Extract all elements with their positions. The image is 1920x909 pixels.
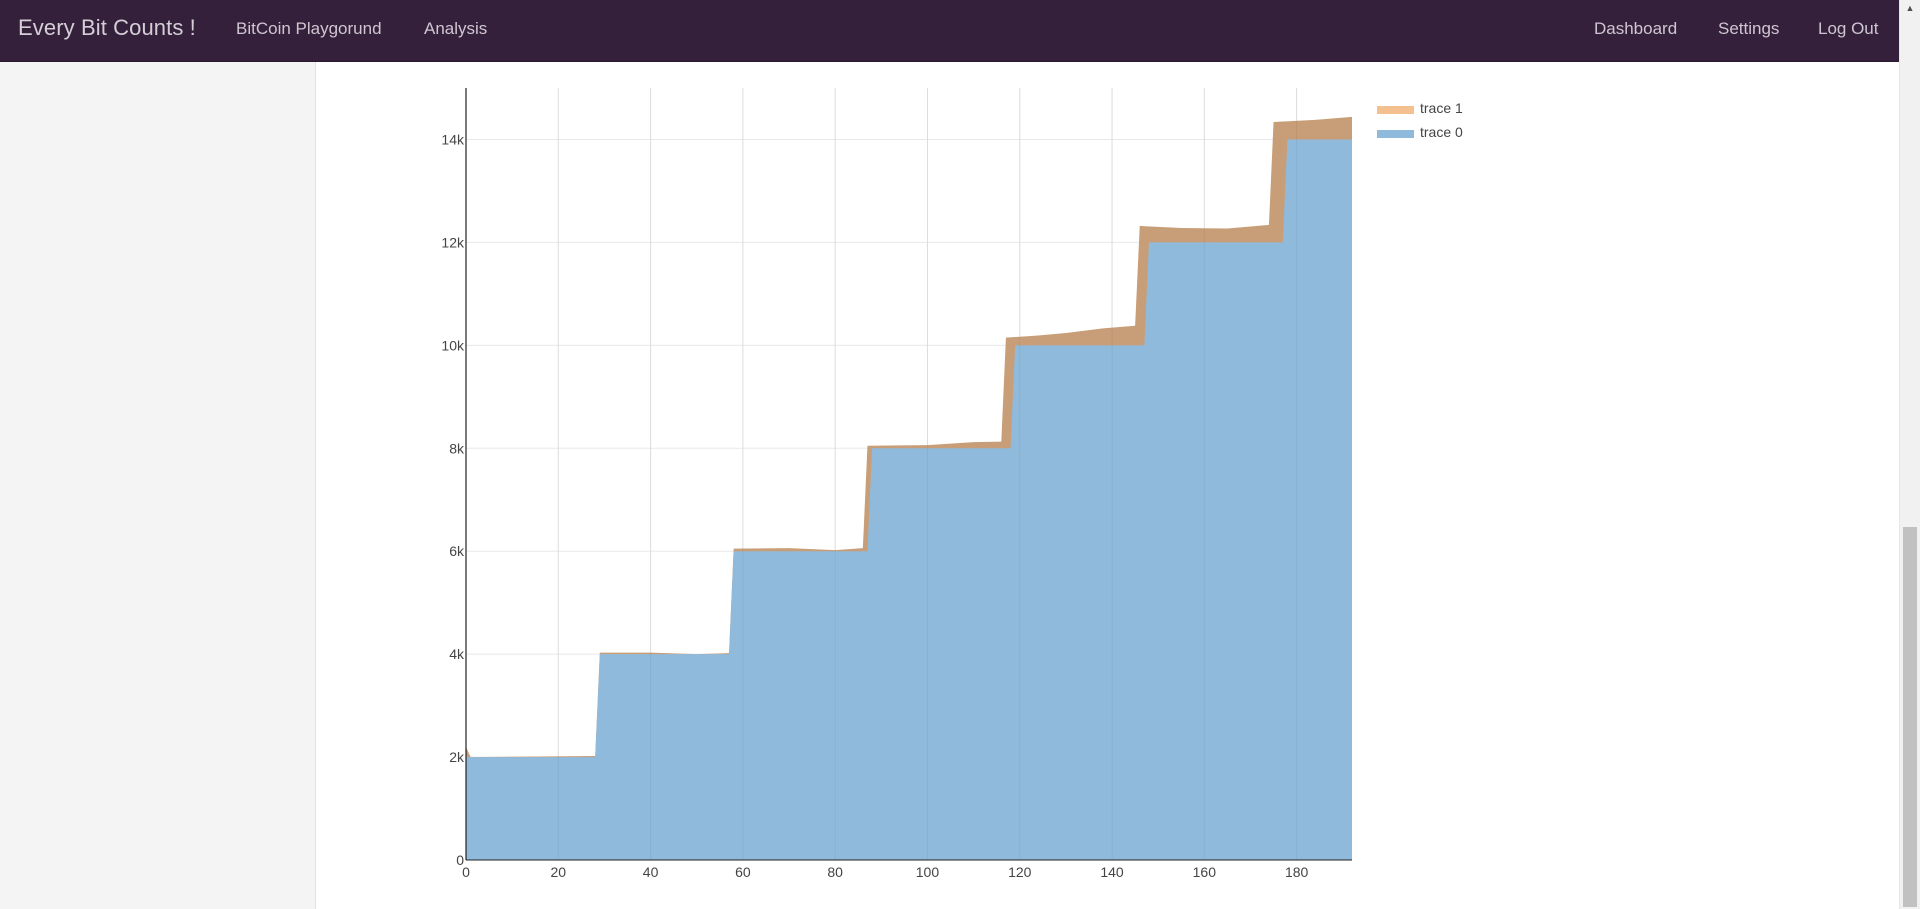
stacked-area-chart: 0 20 40 60 80 100 120 140 160 180 0 2k 4k 6k 8k 10k 12k 1…: [441, 88, 1463, 880]
y-tick-label: 6k: [449, 543, 465, 559]
x-tick-label: 80: [827, 864, 843, 880]
y-tick-label: 14k: [441, 131, 465, 147]
y-tick-label: 4k: [449, 646, 465, 662]
y-tick-label: 2k: [449, 749, 465, 765]
y-tick-label: 10k: [441, 337, 465, 353]
legend-swatch-trace-1: [1377, 106, 1414, 114]
x-tick-label: 120: [1008, 864, 1032, 880]
legend-label-trace-0: trace 0: [1420, 124, 1463, 140]
y-tick-label: 0: [456, 852, 464, 868]
nav-analysis-link[interactable]: Analysis: [424, 19, 488, 38]
nav-dashboard-link[interactable]: Dashboard: [1594, 19, 1678, 38]
y-tick-label: 12k: [441, 234, 465, 250]
x-tick-label: 20: [551, 864, 567, 880]
top-navbar: Every Bit Counts ! BitCoin Playgorund An…: [0, 0, 1899, 62]
nav-settings-link[interactable]: Settings: [1718, 19, 1780, 38]
legend-swatch-trace-0: [1377, 130, 1414, 138]
y-tick-label: 8k: [449, 440, 465, 456]
nav-bitcoin-playground-link[interactable]: BitCoin Playgorund: [236, 19, 382, 38]
x-tick-label: 0: [462, 864, 470, 880]
scroll-up-arrow-icon[interactable]: ▲: [1905, 3, 1915, 13]
legend-label-trace-1: trace 1: [1420, 100, 1463, 116]
scroll-thumb[interactable]: [1903, 527, 1917, 907]
x-tick-label: 180: [1285, 864, 1309, 880]
main-content: 0 20 40 60 80 100 120 140 160 180 0 2k 4k 6k 8k 10k 12k 1…: [315, 62, 1899, 909]
left-sidebar: [0, 62, 315, 909]
x-tick-label: 160: [1193, 864, 1217, 880]
series-trace-0-area: [466, 139, 1352, 860]
vertical-scrollbar[interactable]: ▲: [1899, 0, 1920, 909]
x-tick-label: 60: [735, 864, 751, 880]
nav-logout-link[interactable]: Log Out: [1818, 19, 1879, 38]
brand-logo[interactable]: Every Bit Counts !: [18, 15, 196, 40]
x-tick-label: 40: [643, 864, 659, 880]
x-tick-label: 140: [1100, 864, 1124, 880]
x-tick-label: 100: [916, 864, 940, 880]
